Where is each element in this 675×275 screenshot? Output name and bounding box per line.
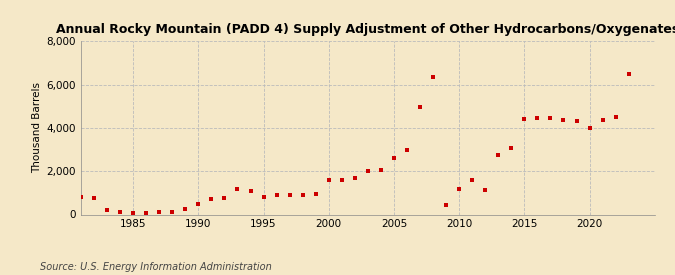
Point	[219, 196, 230, 200]
Point	[350, 175, 360, 180]
Point	[532, 116, 543, 120]
Point	[128, 211, 138, 216]
Title: Annual Rocky Mountain (PADD 4) Supply Adjustment of Other Hydrocarbons/Oxygenate: Annual Rocky Mountain (PADD 4) Supply Ad…	[56, 23, 675, 36]
Point	[571, 119, 582, 123]
Point	[323, 178, 334, 182]
Point	[76, 195, 86, 199]
Point	[480, 187, 491, 192]
Point	[610, 115, 621, 119]
Point	[493, 153, 504, 157]
Point	[232, 186, 243, 191]
Point	[584, 126, 595, 130]
Point	[519, 117, 530, 122]
Point	[193, 202, 204, 206]
Point	[167, 210, 178, 214]
Point	[545, 116, 556, 120]
Point	[623, 72, 634, 76]
Point	[362, 169, 373, 174]
Point	[506, 146, 517, 151]
Point	[180, 207, 191, 211]
Point	[245, 188, 256, 193]
Point	[88, 196, 99, 200]
Point	[336, 178, 347, 182]
Point	[454, 186, 464, 191]
Point	[428, 75, 439, 79]
Point	[271, 193, 282, 197]
Point	[115, 210, 126, 214]
Y-axis label: Thousand Barrels: Thousand Barrels	[32, 82, 43, 173]
Point	[402, 147, 412, 152]
Point	[310, 192, 321, 196]
Point	[375, 168, 386, 172]
Point	[206, 197, 217, 202]
Point	[597, 118, 608, 122]
Point	[297, 193, 308, 197]
Point	[102, 208, 113, 212]
Point	[258, 195, 269, 199]
Point	[284, 193, 295, 197]
Point	[141, 211, 152, 216]
Point	[414, 105, 425, 109]
Point	[467, 178, 478, 182]
Text: Source: U.S. Energy Information Administration: Source: U.S. Energy Information Administ…	[40, 262, 272, 272]
Point	[389, 156, 400, 160]
Point	[441, 203, 452, 207]
Point	[558, 118, 569, 122]
Point	[154, 210, 165, 214]
